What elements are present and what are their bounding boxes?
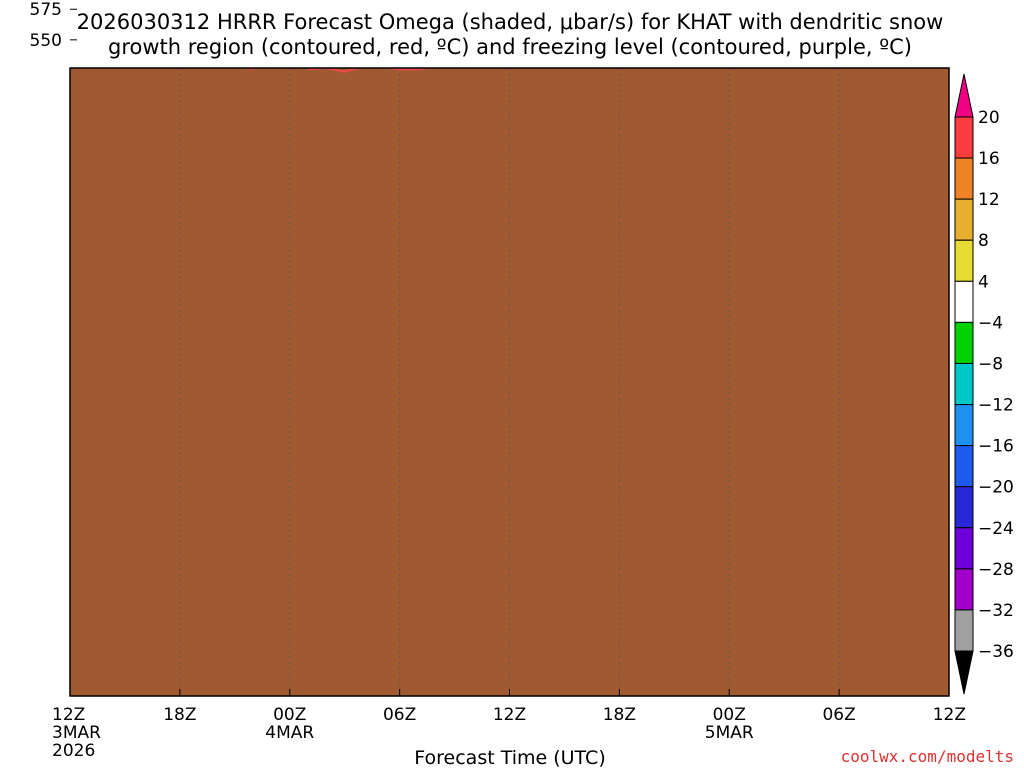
x-tick-year-0: 2026 — [52, 741, 95, 761]
colorbar-label-6: −8 — [978, 354, 1003, 374]
colorbar-label-3: 8 — [978, 231, 989, 251]
grid-layer — [70, 68, 949, 696]
watermark: coolwx.com/modelts — [841, 747, 1014, 766]
colorbar-swatch-9 — [954, 445, 974, 488]
x-tick-label-5: 18Z — [603, 705, 636, 725]
colorbar-swatch-3 — [954, 198, 974, 241]
colorbar-label-10: −24 — [978, 519, 1014, 539]
contour-layer: 00−12 — [244, 68, 436, 73]
colorbar-swatch-4 — [954, 239, 974, 282]
x-tick-label-8: 12Z — [933, 705, 966, 725]
y-axis: 5505756006256506757007257507758008258508… — [30, 0, 77, 51]
colorbar-swatch-1 — [954, 116, 974, 159]
colorbar-swatch-0 — [954, 73, 974, 118]
colorbar-swatch-13 — [954, 609, 974, 652]
chart-title-line1: 2026030312 HRRR Forecast Omega (shaded, … — [77, 10, 944, 34]
colorbar-label-12: −32 — [978, 601, 1014, 621]
x-tick-date-0: 3MAR — [52, 723, 101, 743]
colorbar-label-8: −16 — [978, 437, 1014, 457]
x-tick-label-0: 12Z — [52, 705, 85, 725]
x-tick-label-6: 00Z — [713, 705, 746, 725]
y-tick-label-1: 575 — [30, 0, 62, 20]
colorbar-swatch-5 — [954, 280, 974, 323]
colorbar-swatch-12 — [954, 568, 974, 611]
colorbar-swatch-10 — [954, 486, 974, 529]
x-tick-date-6: 5MAR — [705, 723, 754, 743]
dgz-isotherm-contour-upper — [307, 68, 436, 73]
colorbar-label-4: 4 — [978, 272, 989, 292]
colorbar-label-0: 20 — [978, 108, 1000, 128]
x-tick-date-2: 4MAR — [265, 723, 314, 743]
colorbar-swatch-8 — [954, 404, 974, 447]
x-axis-label: Forecast Time (UTC) — [414, 747, 605, 768]
x-tick-label-7: 06Z — [822, 705, 855, 725]
omega-shading-layer — [70, 68, 949, 696]
colorbar-label-7: −12 — [978, 396, 1014, 416]
colorbar-swatch-6 — [954, 321, 974, 364]
colorbar-label-9: −20 — [978, 478, 1014, 498]
y-tick-label-0: 550 — [30, 31, 62, 51]
colorbar-swatch-11 — [954, 527, 974, 570]
colorbar-label-1: 16 — [978, 149, 1000, 169]
colorbar-swatch-14 — [954, 650, 974, 695]
colorbar-label-11: −28 — [978, 560, 1014, 580]
x-tick-label-3: 06Z — [383, 705, 416, 725]
colorbar-swatch-2 — [954, 157, 974, 200]
colorbar: 20 16 12 8 4 −4 −8 −12 −16 −20 −24 −28 −32 −36 — [954, 73, 1014, 695]
x-tick-label-4: 12Z — [493, 705, 526, 725]
colorbar-label-5: −4 — [978, 313, 1003, 333]
colorbar-label-2: 12 — [978, 190, 1000, 210]
x-tick-label-1: 18Z — [163, 705, 196, 725]
colorbar-label-13: −36 — [978, 642, 1014, 662]
chart-title-line2: growth region (contoured, red, ºC) and f… — [108, 35, 912, 59]
colorbar-swatch-7 — [954, 362, 974, 406]
x-tick-label-2: 00Z — [273, 705, 306, 725]
